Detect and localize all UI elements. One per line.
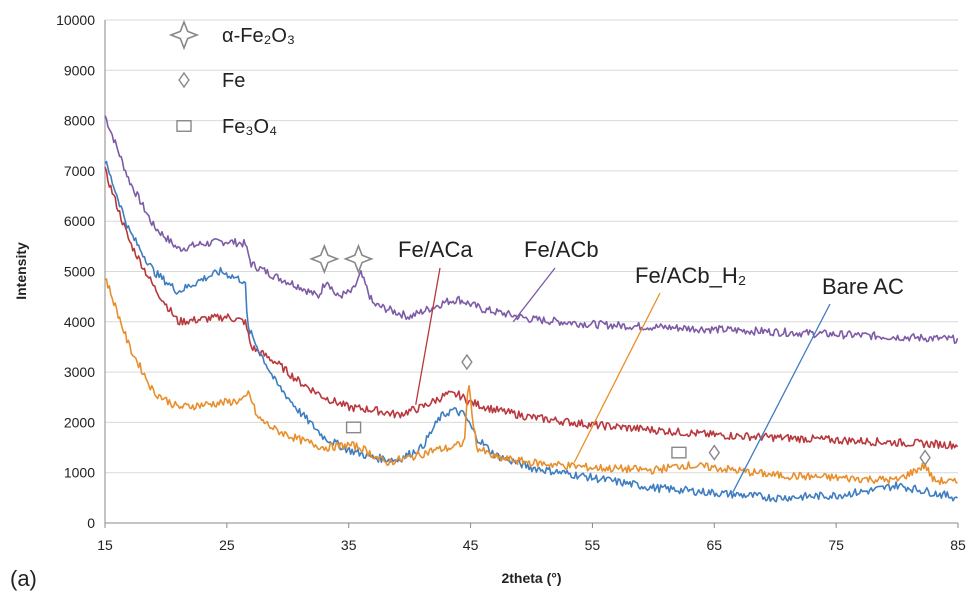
x-tick-label: 85 xyxy=(950,537,966,553)
star4-peak-marker xyxy=(343,243,374,275)
x-tick-label: 45 xyxy=(463,537,479,553)
x-tick-label: 25 xyxy=(219,537,235,553)
series-line xyxy=(104,166,959,450)
x-tick-label: 65 xyxy=(706,537,722,553)
y-tick-label: 5000 xyxy=(64,264,95,280)
panel-label: (a) xyxy=(10,566,37,591)
star4-peak-marker xyxy=(309,243,340,275)
series-line xyxy=(104,115,959,345)
x-tick-label: 55 xyxy=(585,537,601,553)
legend-label: Fe xyxy=(222,70,245,92)
axes: 0 1000 2000 3000 4000 5000 6000 7000 8000 9000 100… xyxy=(56,12,966,553)
callout-leader xyxy=(512,267,556,323)
callout-leader xyxy=(573,292,661,463)
legend-marker xyxy=(178,71,190,89)
diamond-peak-marker xyxy=(461,353,473,371)
y-axis-label: Intensity xyxy=(13,242,29,300)
series-line xyxy=(104,160,958,503)
legend-label: Fe₃O₄ xyxy=(222,116,277,138)
diamond-peak-marker xyxy=(919,449,931,466)
y-tick-label: 2000 xyxy=(64,414,95,430)
legend: α-Fe₂O₃ Fe Fe₃O₄ xyxy=(168,19,295,138)
y-tick-label: 3000 xyxy=(64,364,95,380)
legend-marker xyxy=(168,19,200,51)
y-tick-label: 0 xyxy=(87,515,95,531)
series-lines xyxy=(104,115,959,503)
y-tick-label: 1000 xyxy=(64,465,95,481)
callout-label: Fe/ACb_H₂ xyxy=(635,263,746,288)
x-axis-label: 2theta (°) xyxy=(501,570,561,586)
callout-label: Bare AC xyxy=(822,274,904,299)
callout-leader xyxy=(415,267,441,405)
square-peak-marker xyxy=(345,421,362,434)
legend-marker xyxy=(176,120,192,132)
callout-leader xyxy=(731,303,831,494)
y-tick-label: 10000 xyxy=(56,12,95,28)
y-tick-label: 6000 xyxy=(64,213,95,229)
x-tick-label: 15 xyxy=(97,537,113,553)
peak-markers xyxy=(309,243,931,466)
callout-label: Fe/ACa xyxy=(398,237,473,262)
callout-label: Fe/ACb xyxy=(524,237,599,262)
y-tick-label: 9000 xyxy=(64,62,95,78)
legend-label: α-Fe₂O₃ xyxy=(222,25,295,47)
y-tick-label: 7000 xyxy=(64,163,95,179)
y-tick-label: 4000 xyxy=(64,314,95,330)
series-line xyxy=(104,278,958,486)
x-tick-label: 35 xyxy=(341,537,357,553)
x-tick-label: 75 xyxy=(828,537,844,553)
series-callouts: Fe/ACa Fe/ACb Fe/ACb_H₂ Bare AC xyxy=(398,237,904,494)
square-peak-marker xyxy=(671,446,687,459)
diamond-peak-marker xyxy=(708,444,721,461)
y-tick-label: 8000 xyxy=(64,113,95,129)
